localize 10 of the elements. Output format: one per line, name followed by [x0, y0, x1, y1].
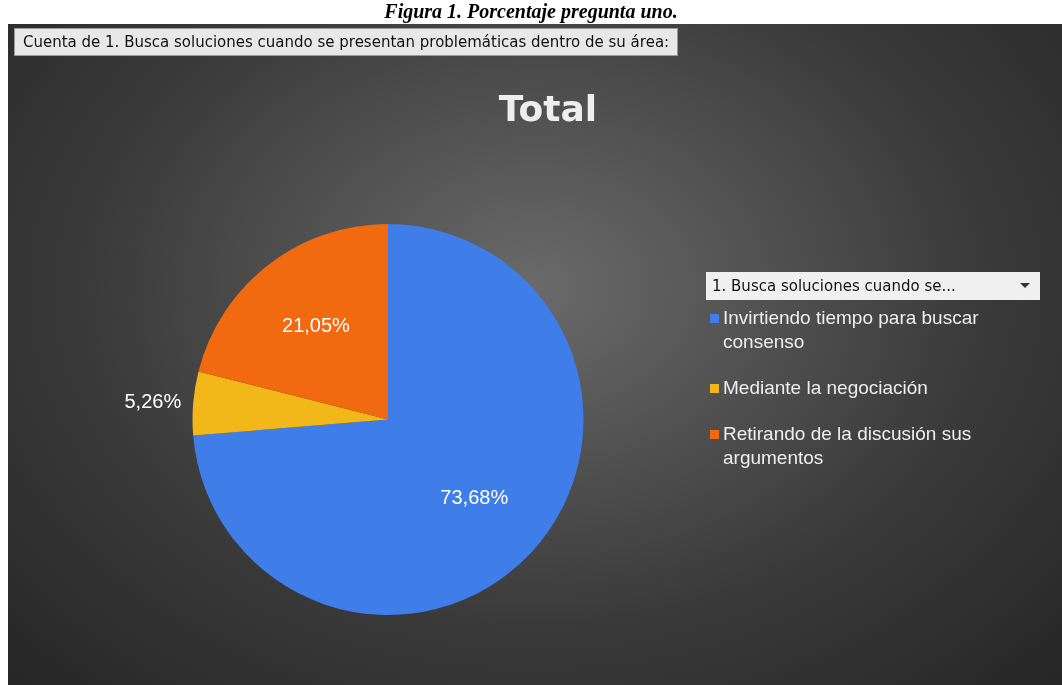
legend-label: Invirtiendo tiempo para buscar consenso	[723, 306, 980, 354]
text: Figura 1. Porcentaje pregunta uno.	[383, 0, 679, 22]
legend-title: 1. Busca soluciones cuando se...	[712, 277, 956, 295]
chart-title: Total	[497, 88, 599, 129]
data-label: 5,26%	[124, 389, 182, 412]
text: Cuenta de 1. Busca soluciones cuando se presentan problemáticas dentro de su área:	[14, 28, 679, 56]
data-label: 21,05%	[282, 314, 351, 337]
data-label: 73,68%	[440, 486, 509, 509]
legend-label: Retirando de la discusión sus argumentos	[723, 422, 973, 470]
legend-label: Mediante la negociación	[723, 376, 928, 400]
